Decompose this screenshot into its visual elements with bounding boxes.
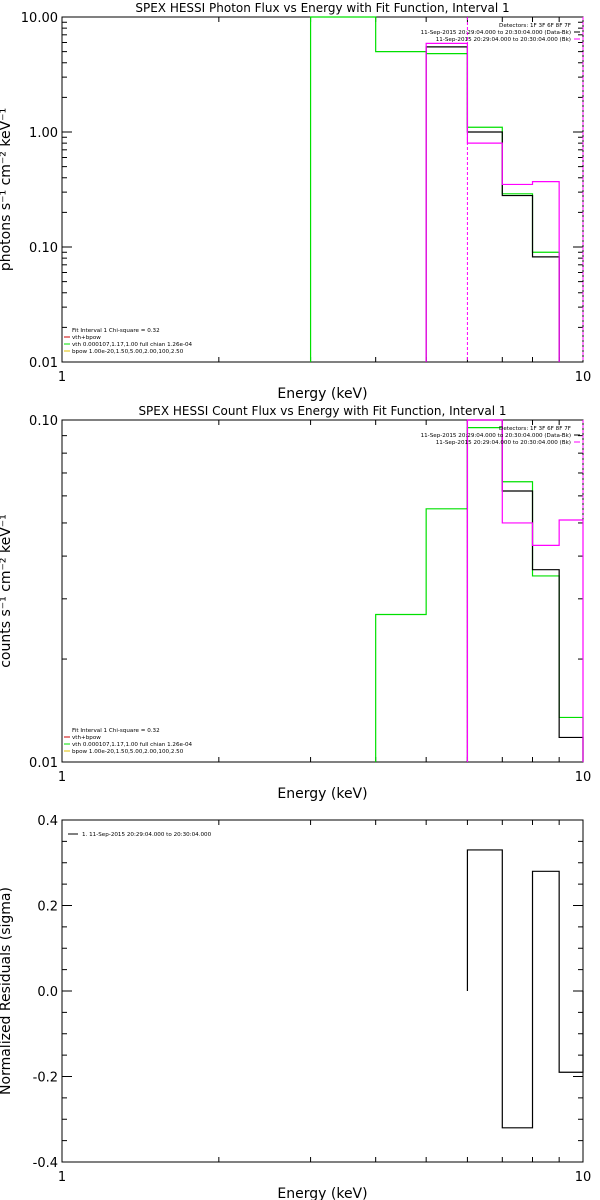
x-tick-label: 10 bbox=[575, 1170, 592, 1185]
y-axis-label-3: Normalized Residuals (sigma) bbox=[0, 887, 14, 1095]
legend-right-entry: Detectors: 1F 3F 6F 8F 7F bbox=[499, 23, 571, 29]
legend-left-entry: vth+bpow bbox=[72, 335, 101, 341]
legend-right-entry: 11-Sep-2015 20:29:04.000 to 20:30:04.000… bbox=[421, 433, 571, 439]
y-tick-label: 10.00 bbox=[21, 11, 58, 26]
spectrum-series-background bbox=[466, 419, 584, 762]
y-tick-label: 0.0 bbox=[37, 985, 58, 1000]
legend-left-entry: vth+bpow bbox=[72, 735, 101, 741]
x-tick-label: 1 bbox=[58, 770, 66, 785]
y-tick-label: 0.10 bbox=[29, 241, 58, 256]
chart-title-2: SPEX HESSI Count Flux vs Energy with Fit… bbox=[138, 404, 506, 418]
legend-left-entry: Fit Interval 1 Chi-square = 0.32 bbox=[72, 328, 160, 334]
legend-left-entry: vth 0.000107,1.17,1.00 full chian 1.26e-… bbox=[72, 342, 193, 348]
residual-legend-entry: 1. 11-Sep-2015 20:29:04.000 to 20:30:04.… bbox=[82, 832, 212, 838]
spectrum-series-background bbox=[425, 42, 560, 362]
x-tick-label: 1 bbox=[58, 1170, 66, 1185]
chart-title-1: SPEX HESSI Photon Flux vs Energy with Fi… bbox=[135, 1, 509, 15]
x-axis-label-3: Energy (keV) bbox=[277, 1186, 367, 1200]
y-tick-label: 0.01 bbox=[29, 356, 58, 371]
legend-left-entry: vth 0.000107,1.17,1.00 full chian 1.26e-… bbox=[72, 742, 193, 748]
y-axis-label-1: photons s⁻¹ cm⁻² keV⁻¹ bbox=[0, 108, 14, 271]
x-axis-label-2: Energy (keV) bbox=[277, 786, 367, 802]
spectrum-series-data bbox=[466, 849, 584, 1129]
y-tick-label: 0.10 bbox=[29, 414, 58, 429]
plot-frame-3 bbox=[61, 819, 584, 1163]
y-tick-label: 0.4 bbox=[37, 814, 58, 829]
plot-frame-2 bbox=[61, 419, 584, 763]
y-axis-label-2: counts s⁻¹ cm⁻² keV⁻¹ bbox=[0, 514, 14, 668]
legend-right-entry: 11-Sep-2015 20:29:04.000 to 20:30:04.000… bbox=[421, 30, 571, 36]
y-tick-label: 0.01 bbox=[29, 756, 58, 771]
legend-left-entry: bpow 1.00e-20,1.50,5.00,2.00,100,2.50 bbox=[72, 349, 184, 355]
x-tick-label: 10 bbox=[575, 770, 592, 785]
x-axis-label-1: Energy (keV) bbox=[277, 386, 367, 402]
y-tick-label: 0.2 bbox=[37, 900, 58, 915]
y-tick-label: 1.00 bbox=[29, 126, 58, 141]
spectrum-series-model bbox=[309, 16, 560, 362]
legend-right-entry: 11-Sep-2015 20:29:04.000 to 20:30:04.000… bbox=[436, 440, 571, 446]
plot-frame-1 bbox=[61, 16, 584, 363]
y-tick-label: -0.2 bbox=[33, 1071, 58, 1086]
y-tick-label: -0.4 bbox=[33, 1156, 58, 1171]
legend-right-entry: Detectors: 1F 3F 6F 8F 7F bbox=[499, 426, 571, 432]
spectrum-series-data bbox=[425, 46, 560, 362]
x-tick-label: 1 bbox=[58, 370, 66, 385]
legend-left-entry: Fit Interval 1 Chi-square = 0.32 bbox=[72, 728, 160, 734]
legend-right-entry: 11-Sep-2015 20:29:04.000 to 20:30:04.000… bbox=[436, 37, 571, 43]
x-tick-label: 10 bbox=[575, 370, 592, 385]
spectrum-series-data bbox=[466, 419, 584, 762]
spectrum-series-model bbox=[375, 427, 584, 762]
legend-left-entry: bpow 1.00e-20,1.50,5.00,2.00,100,2.50 bbox=[72, 749, 184, 755]
